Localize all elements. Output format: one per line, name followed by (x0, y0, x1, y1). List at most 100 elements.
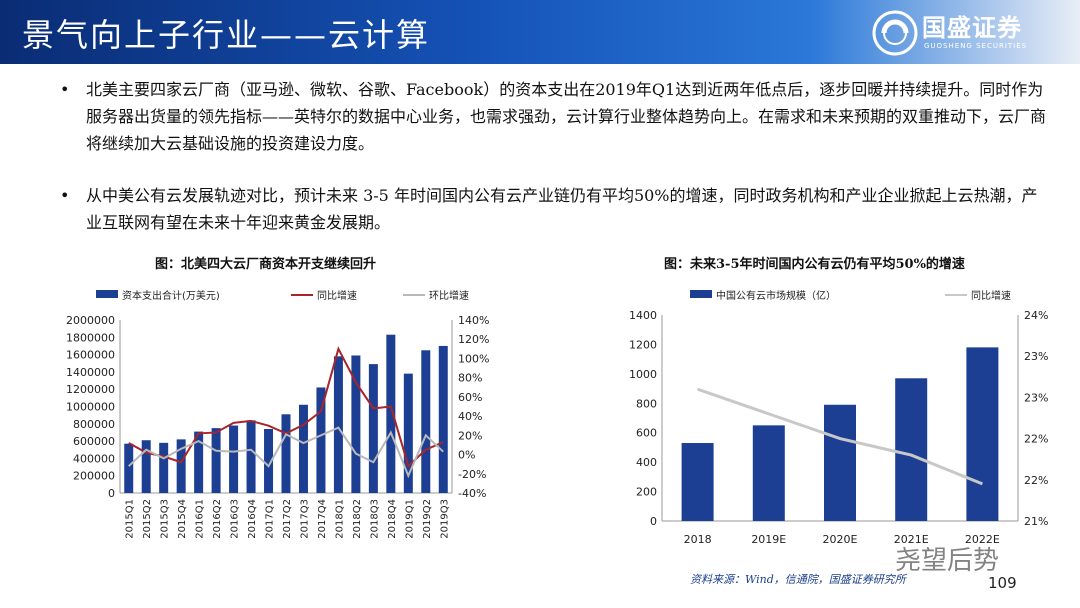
x-tick-label: 2022E (965, 533, 1000, 546)
y-tick-label-left: 1800000 (66, 331, 115, 344)
bullet-text-2: 从中美公有云发展轨迹对比，预计未来 3-5 年时间国内公有云产业链仍有平均50%… (86, 186, 1038, 232)
y-tick-label-right: 40% (458, 410, 482, 423)
y-tick-label-right: 120% (458, 333, 489, 346)
bar (264, 428, 274, 493)
bar (752, 425, 785, 521)
x-tick-label: 2016Q4 (247, 499, 258, 539)
bullet-text-1: 北美主要四家云厂商（亚马逊、微软、谷歌、Facebook）的资本支出在2019年… (86, 80, 1047, 153)
y-tick-label-left: 400000 (73, 452, 115, 465)
legend-label: 资本支出合计(万美元) (122, 289, 220, 302)
bar (895, 378, 928, 521)
y-tick-label-right: 140% (458, 314, 489, 327)
x-tick-label: 2017Q1 (265, 499, 276, 539)
y-tick-label-right: -20% (458, 468, 486, 481)
legend-label: 同比增速 (971, 289, 1011, 302)
x-tick-label: 2019E (751, 533, 786, 546)
y-tick-label-right: 23% (1024, 391, 1048, 404)
y-tick-label-left: 2000000 (66, 314, 115, 327)
public-cloud-chart: 中国公有云市场规模（亿） 同比增速 1400 1200 1000 800 600 400 200… (629, 289, 1048, 546)
bar (351, 355, 361, 493)
y-tick-label-right: 21% (1024, 515, 1048, 528)
y-tick-label-left: 1400000 (66, 366, 115, 379)
x-tick-label: 2017Q4 (317, 499, 328, 539)
x-tick-label: 2016Q3 (230, 499, 241, 539)
y-tick-label-left: 1600000 (66, 349, 115, 362)
legend-label: 中国公有云市场规模（亿） (716, 289, 836, 302)
y-tick-label-left: 0 (108, 487, 115, 500)
bar (229, 425, 239, 493)
series-line (128, 426, 444, 479)
y-tick-label-right: 20% (458, 429, 482, 442)
page-number: 109 (988, 574, 1017, 592)
y-tick-label-left: 1400 (629, 309, 657, 322)
y-tick-label-left: 1000000 (66, 401, 115, 414)
x-tick-label: 2019Q3 (439, 499, 450, 539)
capex-chart: 资本支出合计(万美元) 同比增速 环比增速200000018000001600000… (66, 289, 489, 539)
x-tick-label: 2018Q2 (352, 499, 363, 539)
y-tick-label-left: 1000 (629, 368, 657, 381)
y-tick-label-left: 800000 (73, 418, 115, 431)
x-tick-label: 2019Q2 (422, 499, 433, 539)
chart1-title: 图：北美四大云厂商资本开支继续回升 (155, 257, 377, 272)
y-tick-label-right: 100% (458, 352, 489, 365)
y-tick-label-left: 200000 (73, 470, 115, 483)
bullet-point-2: • 从中美公有云发展轨迹对比，预计未来 3-5 年时间国内公有云产业链仍有平均5… (60, 182, 1046, 236)
bar (403, 373, 413, 493)
x-tick-label: 2018Q4 (387, 499, 398, 539)
y-tick-label-right: 23% (1024, 350, 1048, 363)
series-line (697, 387, 983, 486)
y-tick-label-right: 80% (458, 372, 482, 385)
legend-swatch-bar (690, 290, 712, 298)
x-tick-label: 2015Q3 (160, 499, 171, 539)
x-tick-label: 2015Q4 (177, 499, 188, 539)
bullet-point-1: • 北美主要四家云厂商（亚马逊、微软、谷歌、Facebook）的资本支出在201… (60, 76, 1047, 157)
slide-title: 景气向上子行业——云计算 (22, 16, 431, 54)
bar (438, 345, 448, 493)
y-tick-label-left: 400 (636, 456, 657, 469)
bar (141, 440, 151, 493)
y-tick-label-left: 0 (650, 515, 657, 528)
x-tick-label: 2015Q1 (125, 499, 136, 539)
x-tick-label: 2018Q3 (369, 499, 380, 539)
y-tick-label-left: 800 (636, 397, 657, 410)
x-tick-label: 2016Q2 (212, 499, 223, 539)
legend-label: 同比增速 (317, 289, 357, 302)
x-tick-label: 2018Q1 (334, 499, 345, 539)
y-tick-label-left: 600 (636, 427, 657, 440)
x-tick-label: 2017Q3 (299, 499, 310, 539)
bar (824, 404, 856, 521)
logo-text: 国盛证券 (922, 14, 1022, 42)
slide-header: 景气向上子行业——云计算 国盛证券 GUOSHENG SECURITIES (0, 0, 1080, 64)
x-tick-label: 2015Q2 (142, 499, 153, 539)
y-tick-label-right: 0% (458, 449, 475, 462)
source-note: 资料来源：Wind，信通院，国盛证券研究所 (690, 573, 906, 586)
bar (421, 350, 431, 493)
y-tick-label-right: -40% (458, 487, 486, 500)
y-tick-label-left: 1200 (629, 338, 657, 351)
bar (966, 347, 999, 521)
legend-swatch-bar (96, 290, 118, 298)
bar (281, 414, 291, 493)
y-tick-label-left: 200 (636, 486, 657, 499)
bar (211, 428, 221, 493)
bar (124, 443, 134, 493)
bullet-dot: • (60, 186, 70, 205)
bar (176, 439, 186, 493)
watermark: 尧望后势 (895, 546, 1000, 576)
logo-mark-icon (872, 10, 918, 56)
x-tick-label: 2016Q1 (195, 499, 206, 539)
y-tick-label-left: 600000 (73, 435, 115, 448)
y-tick-label-right: 60% (458, 391, 482, 404)
bar (316, 387, 326, 493)
bar (298, 404, 308, 493)
bar (333, 356, 343, 493)
x-tick-label: 2021E (894, 533, 929, 546)
bar (194, 431, 204, 493)
x-tick-label: 2020E (823, 533, 858, 546)
y-tick-label-left: 1200000 (66, 383, 115, 396)
bullet-dot: • (60, 80, 70, 99)
company-logo: 国盛证券 GUOSHENG SECURITIES (872, 8, 1062, 58)
y-tick-label-right: 24% (1024, 309, 1048, 322)
x-tick-label: 2017Q2 (282, 499, 293, 539)
bar (368, 364, 378, 493)
